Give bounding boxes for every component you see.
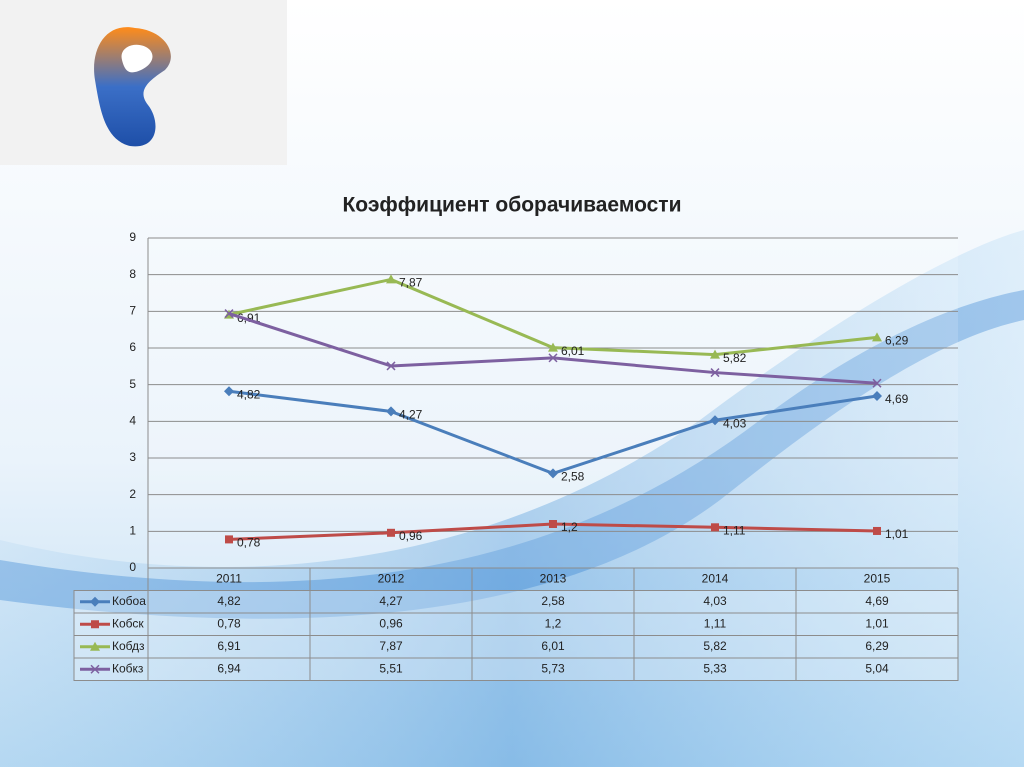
marker <box>386 361 396 371</box>
x-tick-label: 2012 <box>378 571 405 585</box>
data-label: 4,27 <box>399 408 423 422</box>
legend-label: Кобкз <box>112 661 144 675</box>
table-cell: 4,03 <box>703 594 727 608</box>
table-cell: 6,91 <box>217 639 241 653</box>
table-cell: 4,27 <box>379 594 403 608</box>
table-cell: 1,2 <box>545 616 562 630</box>
data-label: 2,58 <box>561 470 585 484</box>
data-label: 5,82 <box>723 351 747 365</box>
data-label: 6,01 <box>561 344 585 358</box>
table-cell: 6,29 <box>865 639 889 653</box>
marker <box>872 378 882 388</box>
data-label: 7,87 <box>399 276 423 290</box>
legend-marker <box>90 596 100 607</box>
marker <box>386 274 396 284</box>
data-label: 4,69 <box>885 392 909 406</box>
y-tick-label: 7 <box>129 304 136 318</box>
table-cell: 5,33 <box>703 661 727 675</box>
legend-marker <box>90 641 100 651</box>
table-cell: 5,51 <box>379 661 403 675</box>
marker <box>224 386 234 397</box>
legend-label: Кобоа <box>112 594 146 608</box>
marker <box>387 528 395 537</box>
data-label: 1,01 <box>885 527 909 541</box>
data-label: 0,96 <box>399 529 423 543</box>
legend-label: Кобск <box>112 616 144 630</box>
table-cell: 0,78 <box>217 616 241 630</box>
data-label: 6,29 <box>885 334 909 348</box>
marker <box>710 368 720 378</box>
background-swoosh <box>0 230 1024 767</box>
background-swoosh <box>0 290 1024 619</box>
data-table: 2011 2012 2013 2014 2015 Кобоа 4,82 4,27 2,58 4,0… <box>73 567 959 681</box>
y-tick-label: 9 <box>129 230 136 244</box>
y-tick-label: 2 <box>129 487 136 501</box>
marker <box>548 342 558 352</box>
table-cell: 1,11 <box>704 616 727 630</box>
table-cell: 6,01 <box>541 639 565 653</box>
table-cell: 2,58 <box>541 594 565 608</box>
table-cell: 6,94 <box>217 661 241 675</box>
y-tick-label: 4 <box>129 414 136 428</box>
marker <box>386 406 396 417</box>
table-cell: 0,96 <box>379 616 403 630</box>
y-tick-label: 1 <box>129 524 136 538</box>
chart-title: Коэффициент оборачиваемости <box>342 194 681 217</box>
marker <box>710 415 720 426</box>
x-tick-label: 2014 <box>702 571 729 585</box>
data-label: 4,82 <box>237 387 261 401</box>
data-label: 4,03 <box>723 416 747 430</box>
y-tick-label: 5 <box>129 377 136 391</box>
marker <box>548 468 558 479</box>
marker <box>711 523 719 532</box>
marker <box>872 391 882 402</box>
data-label: 0,78 <box>237 536 261 550</box>
logo <box>121 44 153 73</box>
data-label: 1,11 <box>723 523 746 537</box>
marker <box>872 332 882 342</box>
marker <box>710 349 720 359</box>
table-cell: 5,73 <box>541 661 565 675</box>
table-cell: 4,82 <box>217 594 241 608</box>
marker <box>548 353 558 363</box>
table-cell: 1,01 <box>865 616 889 630</box>
data-label: 1,2 <box>561 520 578 534</box>
x-tick-label: 2013 <box>540 571 567 585</box>
y-tick-label: 3 <box>129 450 136 464</box>
y-tick-label: 0 <box>129 560 136 574</box>
marker <box>224 309 234 319</box>
table-cell: 7,87 <box>379 639 403 653</box>
plot: 4,82 4,27 2,58 4,03 4,69 0,78 0,96 1,2 1,11 1,01 6… <box>224 274 909 550</box>
y-tick-label: 6 <box>129 340 136 354</box>
marker <box>549 520 557 528</box>
legend-label: Кобдз <box>112 639 145 653</box>
legend-marker <box>91 620 99 629</box>
x-tick-label: 2011 <box>216 571 242 585</box>
table-cell: 4,69 <box>865 594 889 608</box>
legend-marker <box>90 664 100 674</box>
y-tick-label: 8 <box>129 267 136 281</box>
table-cell: 5,82 <box>703 639 727 653</box>
table-cell: 5,04 <box>865 661 889 675</box>
x-tick-label: 2015 <box>864 571 891 585</box>
marker <box>225 535 233 544</box>
marker <box>873 526 881 535</box>
